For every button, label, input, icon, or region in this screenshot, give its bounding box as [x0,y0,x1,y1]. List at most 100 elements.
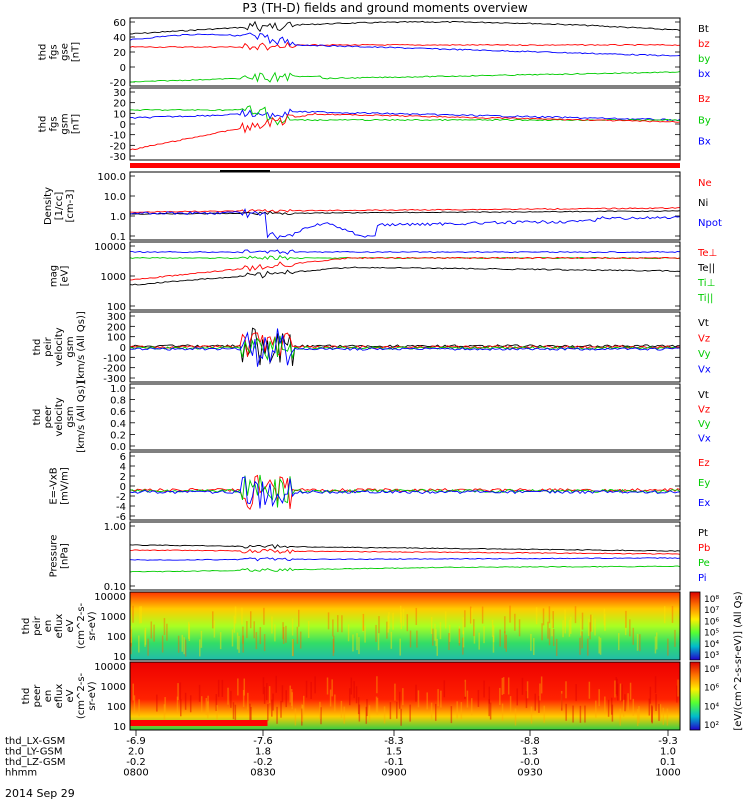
y-tick-label: 300 [107,312,126,323]
legend-label: Ey [698,478,710,489]
spectrogram-streak [505,634,507,652]
spectrogram-streak [310,681,312,699]
spectrogram-streak [333,635,335,653]
spectrogram-streak [663,606,666,624]
spectrogram-streak [285,625,287,643]
x-axis-value: 2.0 [128,747,144,758]
y-tick-label: -4 [116,502,126,513]
spectrogram-streak [362,613,365,631]
y-tick-label: -20 [110,78,126,89]
panel-density: Density [1/cc] [cm-3] 100.0 10.0 1.0 0.1 Ne Ni Np… [43,171,722,243]
x-axis-value: 1.3 [522,747,538,758]
spectrogram-streak [301,705,304,723]
spectrogram-streak [509,696,512,714]
spectrogram-streak [533,638,535,656]
y-axis-label-line: fgs [49,44,60,59]
spectrogram-streak [518,619,521,637]
spectrogram-streak [415,607,418,625]
spectrogram-streak [514,613,516,631]
spectrogram-streak [130,637,132,655]
panel-frame [129,171,681,241]
y-tick-label: 10.0 [104,192,126,203]
spectrogram-streak [588,681,591,699]
y-tick-label: 30 [113,88,126,99]
spectrogram-streak [565,703,567,721]
y-tick-label: -10 [110,131,126,142]
spectrogram-streak [132,683,134,701]
y-axis-label-line: en [43,620,54,633]
spectrogram-streak [163,618,166,636]
spectrogram-streak [267,704,269,722]
spectrogram-streak [298,609,300,627]
y-axis-label-line: mag [49,265,60,287]
y-axis-label-line: peir [43,336,54,356]
spectrogram-streak [184,692,187,710]
series-line [129,41,681,51]
spectrogram-streak [547,621,549,639]
spectrogram-streak [207,701,209,719]
spectrogram-streak [651,705,653,723]
spectrogram-streak [624,618,627,636]
x-axis-value: -8.3 [384,736,404,747]
spectrogram-streak [540,676,543,694]
spectrogram-streak [213,620,216,638]
spectrogram-streak [552,611,554,629]
spectrogram-streak [217,679,220,697]
spectrogram-streak [649,686,652,704]
spectrogram-streak [144,627,147,645]
spectrogram-streak [233,615,236,633]
y-tick-label: 10000 [94,592,126,603]
spectrogram-streak [255,632,258,650]
spectrogram-streak [552,628,555,646]
spectrogram-streak [466,690,469,708]
y-tick-label: 0.10 [104,582,126,593]
spectrogram-streak [473,626,476,644]
legend-label: bx [698,69,710,80]
y-axis-label-line: (cm^2-s- [76,602,87,649]
spectrogram-streak [234,704,237,722]
spectrogram-streak [242,626,244,644]
spectrogram-streak [399,638,401,656]
spectrogram-streak [409,704,411,722]
spectrogram-band [130,720,268,726]
spectrogram-streak [448,624,451,642]
spectrogram-streak [621,684,623,702]
spectrogram-streak [205,698,208,716]
spectrogram-streak [521,677,524,695]
spectrogram-streak [291,639,294,657]
spectrogram-streak [526,681,529,699]
x-axis-value: 1.8 [255,747,271,758]
spectrogram-streak [603,608,606,626]
y-axis-label-line: peir [32,615,43,635]
x-axis-row-label: thd_LZ-GSM [5,757,66,768]
spectrogram-streak [598,689,600,707]
legend-label: Vz [698,334,710,345]
y-axis-label-line: [nPa] [60,543,71,569]
spectrogram-streak [365,706,368,724]
colorbar-tick-label: 10⁸ [704,595,719,605]
spectrogram-streak [231,629,234,647]
legend-label: Pb [698,543,710,554]
spectrogram-streak [132,605,134,623]
spectrogram-streak [212,611,214,629]
y-tick-label: 1.0 [110,212,126,223]
spectrogram-streak [377,633,380,651]
spectrogram-streak [274,624,276,642]
y-tick-label: 100 [107,632,126,643]
spectrogram-streak [655,693,657,711]
spectrogram-streak [247,692,249,710]
spectrogram-streak [507,677,510,695]
x-axis-value: 0900 [381,768,406,779]
y-tick-label: -2 [116,492,126,503]
spectrogram-streak [595,700,597,718]
x-axis-value: -0.2 [126,757,146,768]
spectrogram-streak [263,607,265,625]
spectrogram-streak [176,696,179,714]
y-tick-label: 1000 [101,612,126,623]
spectrogram-streak [473,619,475,637]
spectrogram-streak [140,606,142,624]
spectrogram-streak [666,708,669,726]
y-tick-label: 10000 [94,662,126,673]
